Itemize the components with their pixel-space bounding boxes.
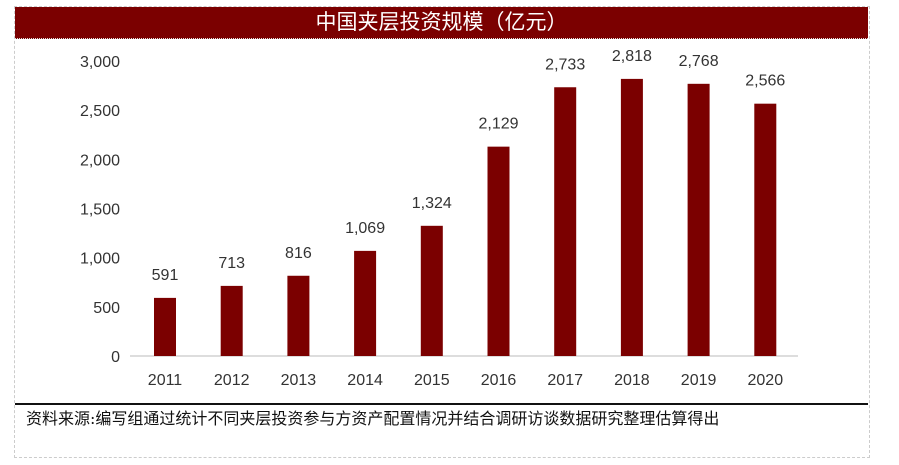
data-label: 2,566 [745, 73, 785, 90]
divider [15, 403, 868, 405]
x-tick-label: 2018 [614, 372, 650, 389]
x-tick-label: 2012 [214, 372, 250, 389]
x-tick-label: 2020 [748, 372, 784, 389]
data-label: 2,768 [679, 53, 719, 70]
y-tick-label: 0 [111, 349, 120, 366]
x-tick-label: 2013 [281, 372, 317, 389]
bar-2012 [220, 285, 243, 356]
bar-2017 [554, 87, 577, 356]
y-tick-label: 2,500 [80, 103, 120, 120]
data-label: 816 [285, 245, 312, 262]
bar-2016 [487, 146, 510, 356]
y-tick-label: 3,000 [80, 54, 120, 71]
x-tick-label: 2015 [414, 372, 450, 389]
data-label: 1,069 [345, 220, 385, 237]
data-label: 2,733 [545, 56, 585, 73]
y-tick-label: 500 [93, 300, 120, 317]
data-label: 2,818 [612, 48, 652, 65]
source-note: 资料来源:编写组通过统计不同夹层投资参与方资产配置情况并结合调研访谈数据研究整理… [26, 409, 720, 428]
bar-chart: 0 500 1,000 1,500 2,000 2,500 3,000 591 2011 713 2… [80, 48, 798, 389]
y-tick-label: 1,500 [80, 202, 120, 219]
x-tick-label: 2019 [681, 372, 717, 389]
bar-2015 [420, 225, 443, 356]
x-tick-label: 2017 [547, 372, 583, 389]
figure-frame [14, 6, 870, 458]
x-tick-label: 2011 [148, 372, 183, 389]
data-label: 2,129 [478, 116, 518, 133]
bar-2018 [620, 78, 643, 356]
data-label: 591 [152, 267, 179, 284]
data-label: 1,324 [412, 195, 452, 212]
y-tick-label: 2,000 [80, 152, 120, 169]
y-tick-label: 1,000 [80, 251, 120, 268]
data-label: 713 [218, 255, 245, 272]
bar-2020 [754, 103, 777, 356]
bar-2013 [287, 275, 310, 356]
x-tick-label: 2014 [347, 372, 383, 389]
x-tick-label: 2016 [481, 372, 517, 389]
bar-2011 [154, 297, 176, 356]
bar-2014 [354, 250, 377, 356]
bar-2019 [687, 83, 710, 357]
chart-title: 中国夹层投资规模（亿元） [15, 7, 868, 39]
